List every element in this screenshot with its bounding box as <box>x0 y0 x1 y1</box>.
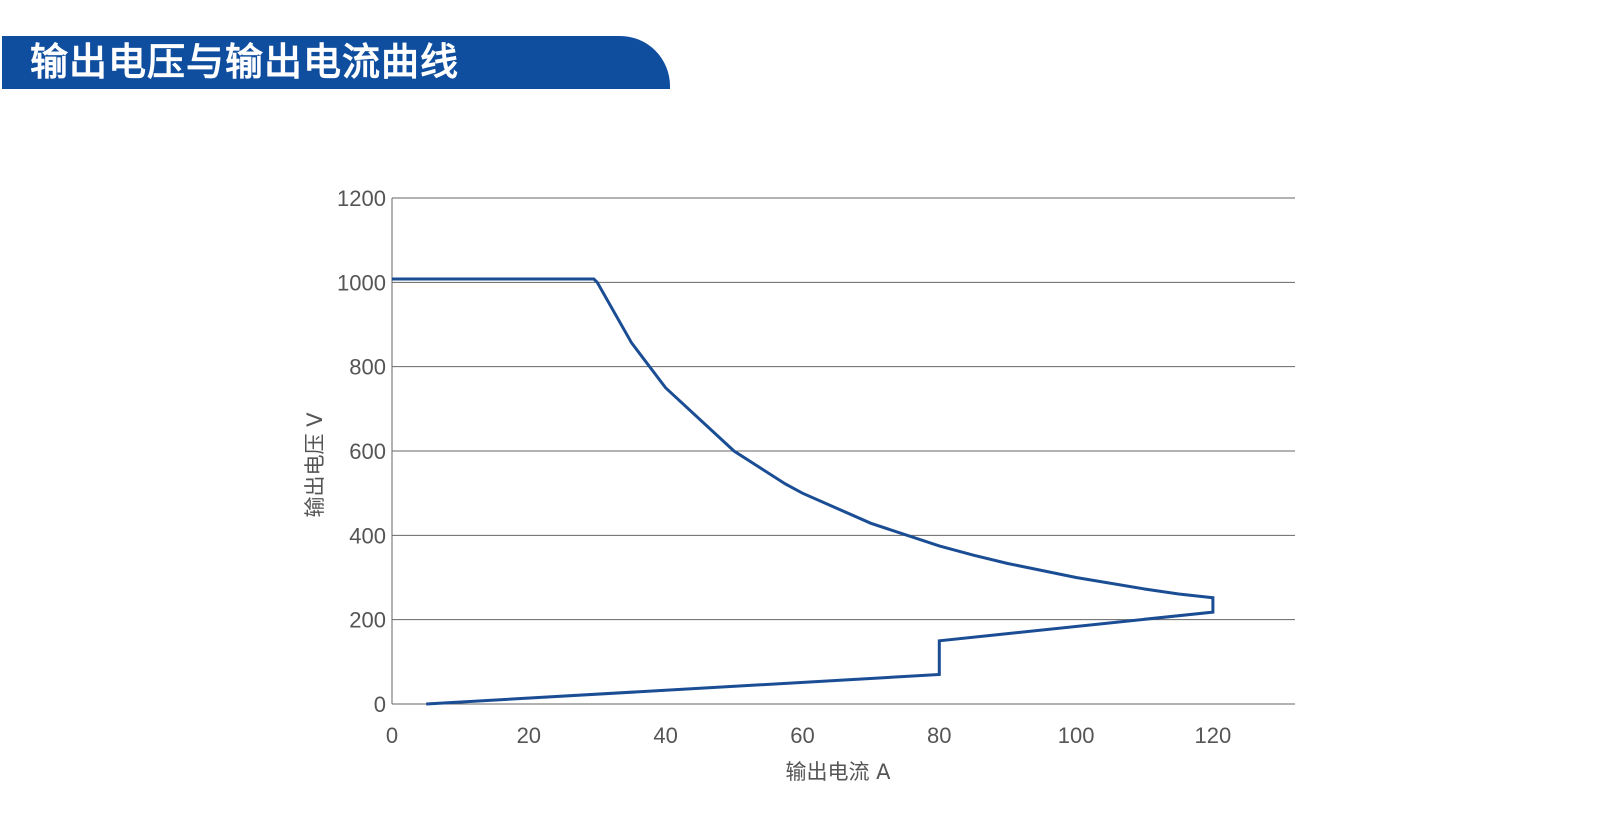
x-tick-label: 40 <box>653 723 677 748</box>
y-tick-label: 800 <box>349 355 386 380</box>
y-tick-label: 0 <box>374 692 386 717</box>
series-layer <box>392 277 1215 706</box>
title-banner: 输出电压与输出电流曲线 <box>2 36 670 89</box>
y-tick-label: 600 <box>349 439 386 464</box>
series-line-0 <box>392 277 1215 706</box>
x-tick-label: 80 <box>927 723 951 748</box>
y-axis-label: 输出电压 V <box>303 412 327 518</box>
x-tick-label: 20 <box>517 723 541 748</box>
page-title: 输出电压与输出电流曲线 <box>30 40 460 84</box>
y-tick-label: 1200 <box>337 186 386 211</box>
x-tick-labels: 0 20 40 60 80 100 120 <box>386 723 1231 748</box>
x-axis-label: 输出电流 A <box>785 760 891 784</box>
x-tick-label: 100 <box>1058 723 1095 748</box>
y-tick-label: 200 <box>349 608 386 633</box>
x-tick-label: 60 <box>790 723 814 748</box>
y-tick-label: 1000 <box>337 270 386 295</box>
x-tick-label: 120 <box>1195 723 1232 748</box>
y-tick-labels: 0 200 400 600 800 1000 1200 <box>337 186 386 717</box>
grid-layer <box>392 197 1295 705</box>
x-tick-label: 0 <box>386 723 398 748</box>
y-tick-label: 400 <box>349 523 386 548</box>
